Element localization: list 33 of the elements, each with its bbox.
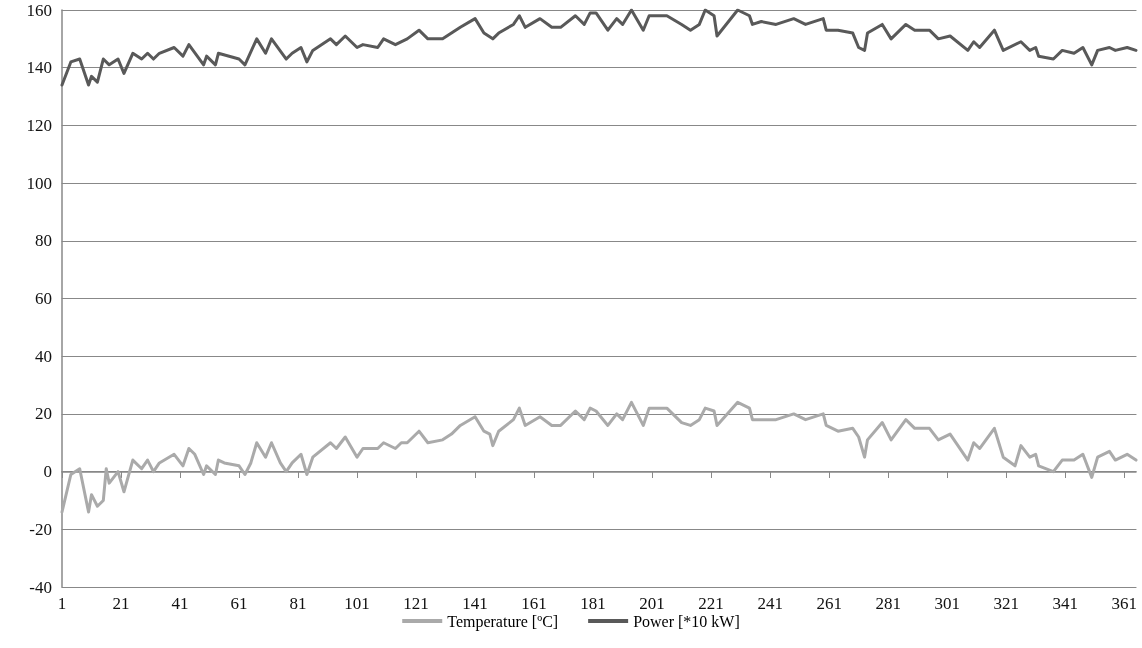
x-tick-label: 361 xyxy=(1111,594,1137,613)
y-tick-label: -40 xyxy=(29,577,52,597)
x-tick-label: 221 xyxy=(698,594,724,613)
x-tick-label: 321 xyxy=(993,594,1019,613)
x-tick-label: 121 xyxy=(403,594,429,613)
y-tick-label: 80 xyxy=(35,231,52,251)
y-tick-label: 160 xyxy=(26,0,52,20)
y-tick-label: -20 xyxy=(29,519,52,539)
y-tick-label: 120 xyxy=(26,115,52,135)
x-tick-label: 81 xyxy=(289,594,307,613)
y-tick-label: 40 xyxy=(35,346,52,366)
line-series xyxy=(60,400,1138,514)
x-tick-label: 201 xyxy=(639,594,665,613)
y-tick-label: 140 xyxy=(26,58,52,78)
x-tick-label: 141 xyxy=(462,594,488,613)
legend-label: Power [*10 kW] xyxy=(633,612,740,630)
x-tick-label: 261 xyxy=(816,594,842,613)
x-tick-label: 281 xyxy=(875,594,901,613)
legend-label: Temperature [ºC] xyxy=(447,612,559,631)
x-tick-label: 61 xyxy=(230,594,248,613)
x-tick-label: 181 xyxy=(580,594,606,613)
y-tick-label: 60 xyxy=(35,289,52,308)
x-tick-label: 41 xyxy=(171,594,189,613)
x-tick-label: 241 xyxy=(757,594,783,613)
x-tick-label: 21 xyxy=(112,594,130,613)
x-tick-label: 301 xyxy=(934,594,960,613)
x-tick-label: 341 xyxy=(1052,594,1078,613)
y-tick-label: 20 xyxy=(35,404,52,424)
y-tick-label: 100 xyxy=(26,173,52,193)
y-tick-label: 0 xyxy=(43,462,52,482)
x-tick-label: 161 xyxy=(521,594,547,613)
x-tick-label: 101 xyxy=(344,594,370,613)
x-tick-label: 1 xyxy=(57,594,67,613)
